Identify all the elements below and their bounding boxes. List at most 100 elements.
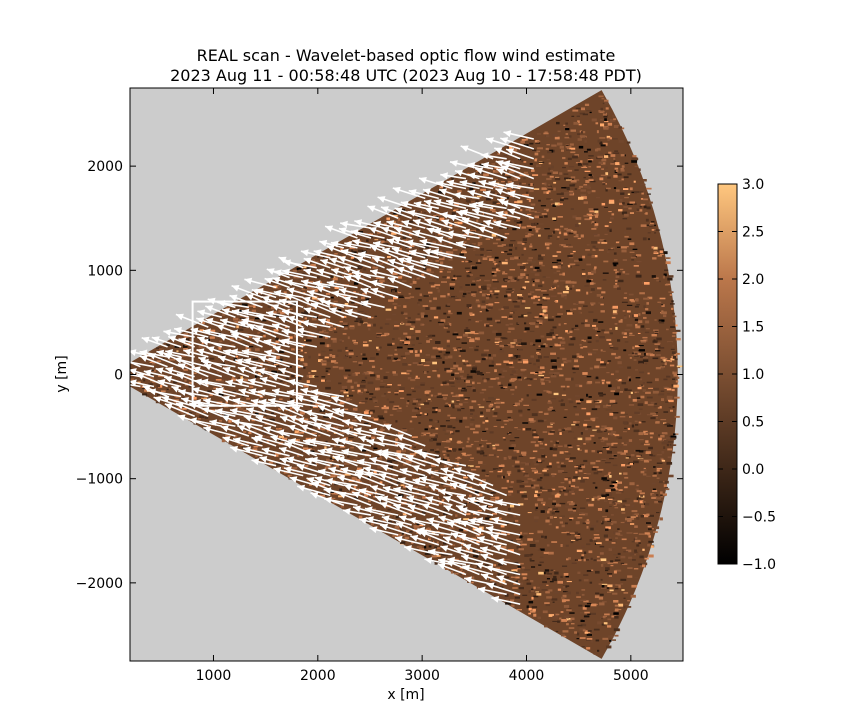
wind-vector — [301, 319, 331, 328]
wind-vector — [459, 507, 494, 516]
wind-vector — [393, 486, 426, 497]
wind-vector — [288, 438, 317, 447]
wind-vector — [376, 435, 412, 447]
wind-vector — [463, 544, 494, 556]
wind-vector — [381, 515, 412, 526]
wind-vector — [318, 318, 345, 328]
wind-vector — [453, 546, 480, 556]
wind-vector — [265, 310, 290, 318]
wind-vector — [480, 152, 507, 160]
wind-vector — [401, 220, 426, 229]
wind-vector — [493, 147, 521, 160]
wind-vector — [344, 308, 372, 318]
wind-vector — [460, 554, 494, 566]
wind-vector — [214, 408, 250, 417]
wind-vector — [183, 348, 209, 358]
wind-vector — [475, 200, 507, 210]
wind-vector — [446, 179, 480, 190]
wind-vector — [463, 576, 494, 586]
wind-vector — [453, 191, 480, 200]
wind-vector — [455, 240, 480, 249]
wind-vector — [460, 208, 494, 219]
wind-vector — [360, 300, 385, 309]
wind-vector — [397, 477, 426, 487]
wind-vector — [326, 245, 358, 259]
wind-vector — [400, 200, 426, 210]
wind-vector — [412, 477, 439, 487]
wind-vector — [287, 424, 318, 437]
wind-vector — [255, 287, 290, 299]
wind-vector — [325, 477, 358, 487]
wind-vector — [407, 504, 440, 516]
wind-vector — [225, 379, 250, 388]
wind-vector — [310, 395, 345, 408]
wind-vector — [386, 268, 412, 279]
wind-vector — [264, 349, 290, 358]
wind-vector — [404, 257, 440, 269]
wind-vector — [344, 241, 372, 249]
wind-vector — [350, 229, 385, 239]
wind-vector — [251, 458, 277, 467]
wind-vector — [438, 488, 467, 497]
wind-vector — [369, 244, 399, 259]
wind-vector — [209, 419, 236, 427]
wind-vector — [211, 388, 236, 398]
wind-vector — [197, 309, 222, 318]
colorbar-tick-label: 0.0 — [742, 462, 764, 478]
wind-vector — [495, 498, 521, 506]
wind-vector — [229, 407, 263, 417]
wind-vector — [412, 219, 440, 229]
wind-vector — [279, 415, 304, 427]
wind-vector — [503, 130, 534, 140]
wind-vector — [419, 475, 453, 487]
wind-vector — [437, 515, 467, 526]
wind-vector — [282, 268, 317, 279]
wind-vector — [393, 226, 426, 239]
wind-vector — [306, 289, 331, 299]
wind-vector — [424, 557, 453, 566]
wind-vector — [308, 437, 345, 447]
wind-vector — [477, 226, 507, 239]
wind-vector — [424, 207, 453, 219]
wind-vector — [281, 309, 317, 318]
wind-vector — [365, 471, 399, 487]
wind-vector — [354, 415, 385, 427]
wind-vector — [462, 228, 494, 239]
wind-vector — [408, 517, 439, 526]
wind-vector — [254, 434, 290, 447]
wind-vector — [328, 307, 358, 318]
wind-vector — [255, 325, 290, 338]
wind-vectors — [130, 130, 535, 605]
wind-vector — [488, 180, 521, 190]
wind-vector — [237, 366, 263, 378]
wind-vector — [491, 516, 521, 526]
wind-vector — [157, 379, 182, 388]
wind-vector — [232, 437, 263, 447]
y-tick-label: 2000 — [87, 159, 123, 175]
wind-vector — [304, 409, 331, 417]
wind-vector — [206, 346, 236, 358]
wind-vector — [395, 434, 426, 447]
wind-vector — [331, 396, 358, 408]
wind-vector — [367, 205, 399, 219]
colorbar: −1.0 −0.5 0.0 0.5 1.0 1.5 2.0 2.5 3.0 — [717, 177, 776, 573]
wind-vector — [200, 358, 236, 368]
wind-vector — [437, 563, 467, 576]
wind-vector — [141, 336, 168, 348]
colorbar-tick-label: 0.5 — [742, 415, 764, 431]
wind-vector — [456, 495, 480, 506]
wind-vector — [338, 491, 372, 506]
wind-vector — [405, 454, 440, 467]
wind-vector — [493, 220, 521, 229]
wind-vector — [342, 418, 372, 427]
wind-vector — [467, 189, 494, 200]
wind-vector — [485, 565, 521, 576]
wind-vector — [192, 366, 223, 378]
wind-vector — [440, 172, 467, 180]
wind-vector — [369, 526, 399, 536]
wind-vector — [394, 453, 426, 467]
wind-vector — [278, 316, 304, 328]
wind-vector — [413, 201, 439, 210]
wind-vector — [440, 476, 467, 487]
wind-vector — [231, 284, 263, 299]
